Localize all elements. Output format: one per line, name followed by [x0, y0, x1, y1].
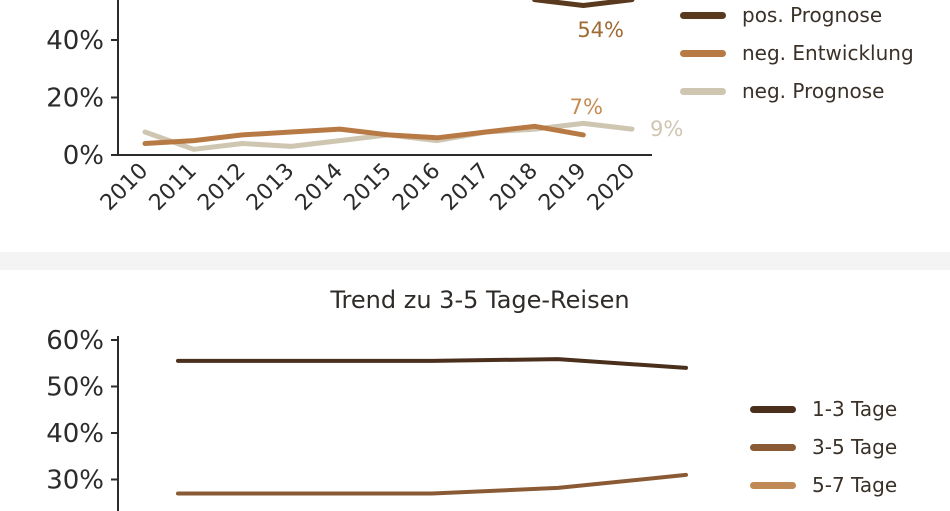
legend-item-pos-prognose: pos. Prognose — [680, 0, 914, 34]
legend-label: 5-7 Tage — [812, 473, 898, 497]
legend-swatch — [680, 11, 726, 19]
x-tick-label: 2010 — [96, 159, 153, 216]
y-tick-label: 50% — [46, 373, 104, 403]
x-tick-label: 2015 — [339, 159, 396, 216]
series-line — [176, 357, 688, 370]
y-tick-label: 40% — [46, 26, 104, 56]
y-tick-label: 40% — [46, 419, 104, 449]
x-tick-label: 2016 — [388, 159, 445, 216]
legend-item-1-3-tage: 1-3 Tage — [750, 390, 897, 428]
legend-swatch — [680, 87, 726, 95]
legend-swatch — [680, 49, 726, 57]
legend-label: neg. Prognose — [742, 79, 885, 103]
x-tick-label: 2012 — [193, 159, 250, 216]
data-label: 54% — [577, 18, 624, 42]
series-line — [142, 123, 586, 146]
top-chart-panel: 0% 20% 40% 2010 2011 2012 2013 2014 2015 2016 2017… — [0, 0, 950, 252]
bottom-line-chart: 60% 50% 40% 30% — [46, 326, 688, 511]
series-line — [532, 0, 635, 8]
x-tick-label: 2020 — [583, 159, 640, 216]
x-tick-label: 2017 — [437, 159, 494, 216]
x-tick-label: 2019 — [534, 159, 591, 216]
legend-swatch — [750, 481, 796, 489]
legend-label: 3-5 Tage — [812, 435, 898, 459]
bottom-chart-panel: Trend zu 3-5 Tage-Reisen 60% 50% 40% 30% 1-… — [0, 270, 950, 511]
x-tick-label: 2018 — [486, 159, 543, 216]
data-label: 9% — [650, 117, 683, 141]
legend-item-neg-prognose: neg. Prognose — [680, 72, 914, 110]
data-label: 7% — [570, 95, 603, 119]
x-tick-label: 2011 — [145, 159, 202, 216]
legend-label: 1-3 Tage — [812, 397, 898, 421]
chart-title: Trend zu 3-5 Tage-Reisen — [330, 286, 630, 314]
legend-item-5-7-tage: 5-7 Tage — [750, 466, 897, 504]
y-tick-label: 60% — [46, 326, 104, 356]
y-tick-label: 30% — [46, 466, 104, 496]
panel-separator — [0, 252, 950, 270]
bottom-chart-legend: 1-3 Tage 3-5 Tage 5-7 Tage — [750, 390, 897, 504]
legend-label: pos. Prognose — [742, 3, 883, 27]
x-tick-label: 2014 — [291, 159, 348, 216]
top-chart-legend: pos. Prognose neg. Entwicklung neg. Prog… — [680, 0, 914, 110]
y-tick-label: 0% — [63, 141, 104, 171]
legend-swatch — [750, 405, 796, 413]
legend-item-neg-entwicklung: neg. Entwicklung — [680, 34, 914, 72]
y-tick-label: 20% — [46, 84, 104, 114]
x-tick-label: 2013 — [242, 159, 299, 216]
top-line-chart: 0% 20% 40% 20102011201220132014201520162017… — [46, 0, 683, 216]
series-line — [176, 472, 688, 496]
legend-swatch — [750, 443, 796, 451]
legend-item-3-5-tage: 3-5 Tage — [750, 428, 897, 466]
legend-label: neg. Entwicklung — [742, 41, 914, 65]
